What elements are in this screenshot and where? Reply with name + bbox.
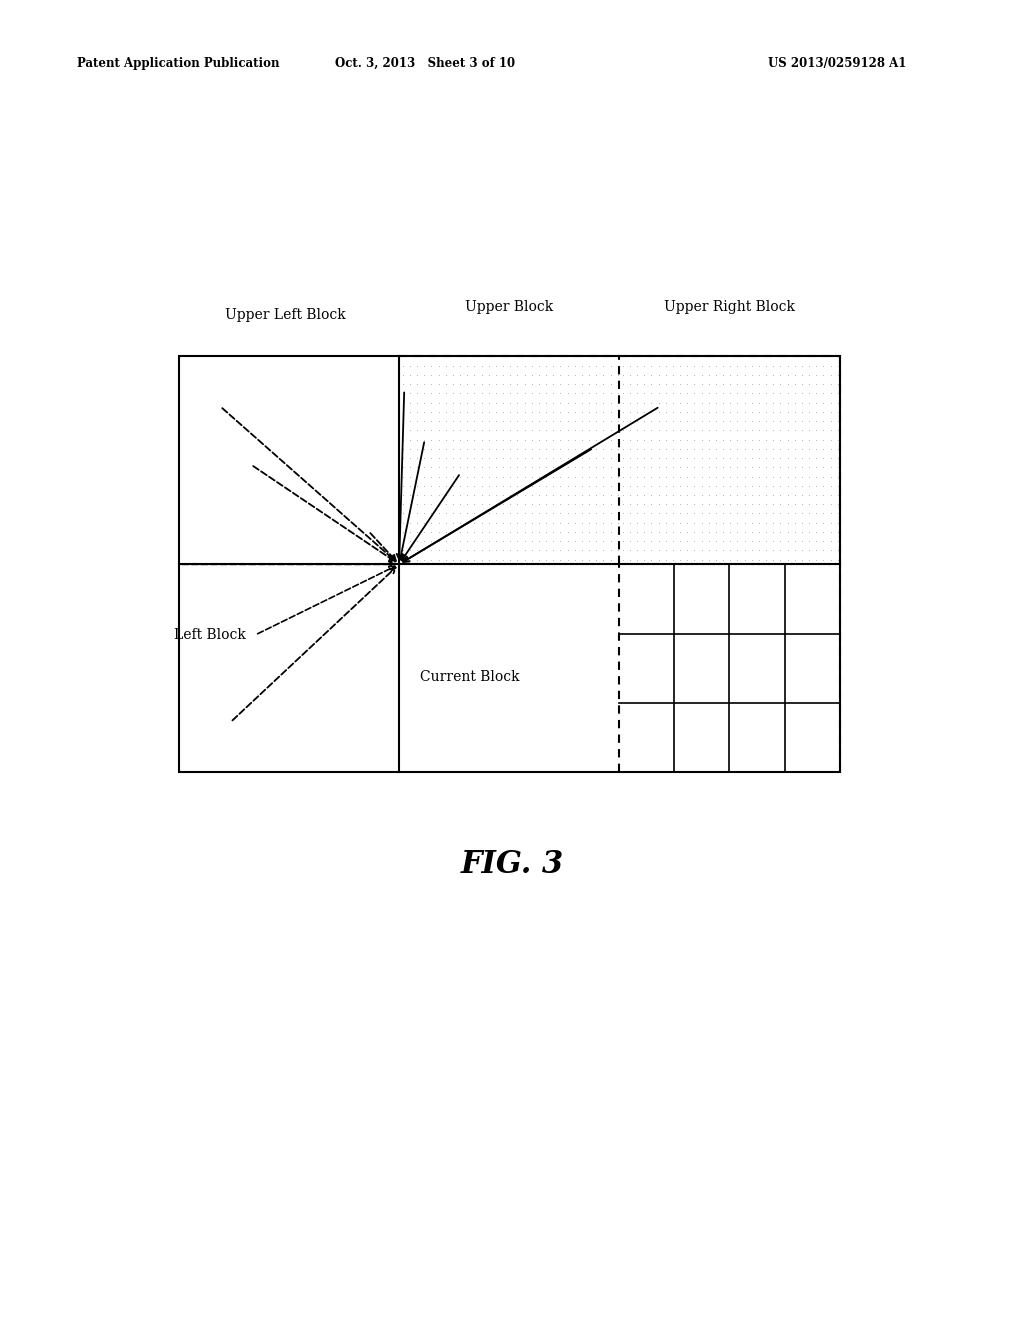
Text: US 2013/0259128 A1: US 2013/0259128 A1	[768, 57, 906, 70]
Text: Left Block: Left Block	[174, 628, 246, 642]
Text: Upper Block: Upper Block	[465, 300, 553, 314]
Text: Upper Right Block: Upper Right Block	[664, 300, 795, 314]
Bar	[179, 356, 840, 772]
Text: Patent Application Publication: Patent Application Publication	[77, 57, 280, 70]
Text: Current Block: Current Block	[420, 669, 519, 684]
Text: Oct. 3, 2013   Sheet 3 of 10: Oct. 3, 2013 Sheet 3 of 10	[335, 57, 515, 70]
Text: FIG. 3: FIG. 3	[461, 849, 563, 880]
Text: Upper Left Block: Upper Left Block	[224, 308, 345, 322]
